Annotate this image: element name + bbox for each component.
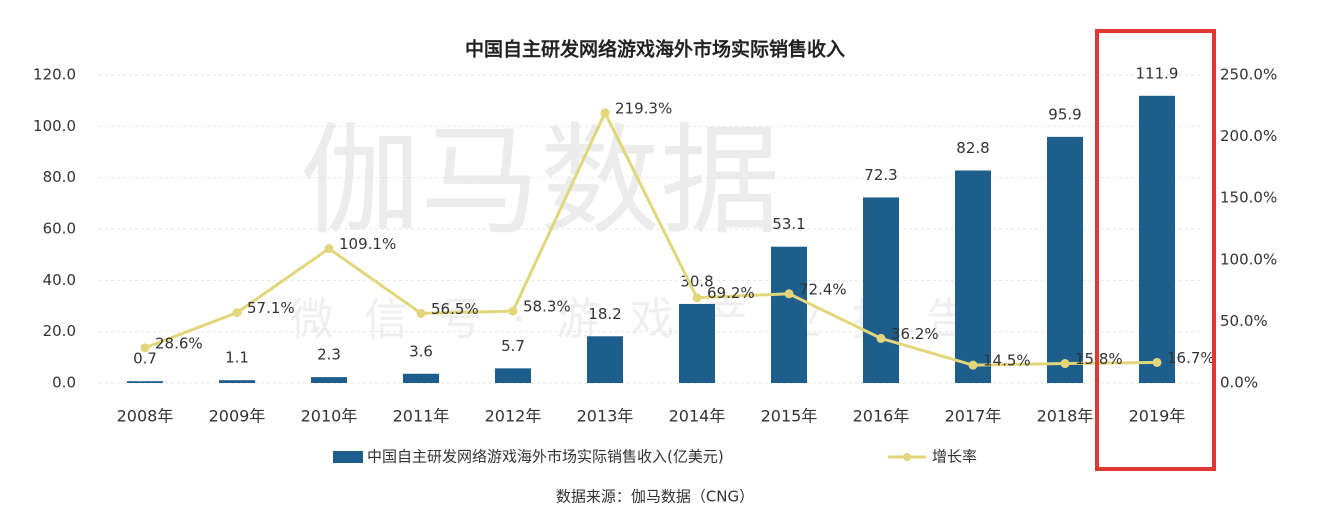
bar-value-label: 95.9: [1048, 105, 1081, 123]
x-tick-label: 2018年: [1037, 407, 1094, 426]
x-tick-label: 2008年: [117, 407, 174, 426]
y2-tick-label: 200.0%: [1220, 127, 1277, 145]
x-tick-label: 2017年: [945, 407, 1002, 426]
line: [144, 109, 1158, 367]
bar: [863, 197, 899, 383]
y-tick-label: 40.0: [43, 271, 76, 289]
legend-label: 中国自主研发网络游戏海外市场实际销售收入(亿美元): [367, 448, 724, 466]
y2-tick-label: 250.0%: [1220, 66, 1277, 84]
bar: [403, 373, 439, 383]
y2-tick-label: 50.0%: [1220, 312, 1268, 330]
line-point: [600, 108, 610, 118]
line-value-label: 56.5%: [431, 300, 479, 318]
watermark: 伽马数据: [300, 113, 780, 252]
x-tick-label: 2009年: [209, 407, 266, 426]
line-point: [1152, 357, 1162, 367]
line-value-label: 109.1%: [339, 235, 396, 253]
line-point: [784, 289, 794, 299]
bar: [679, 303, 715, 383]
chart-title: 中国自主研发网络游戏海外市场实际销售收入: [465, 38, 845, 61]
line-value-label: 28.6%: [155, 334, 203, 352]
x-tick-label: 2010年: [301, 407, 358, 426]
x-tick-label: 2016年: [853, 407, 910, 426]
bar: [1139, 95, 1175, 383]
line-value-label: 72.4%: [799, 280, 847, 298]
bar-value-label: 53.1: [772, 215, 805, 233]
bar-value-label: 2.3: [317, 346, 341, 364]
bar-value-label: 72.3: [864, 166, 897, 184]
legend-label: 增长率: [932, 448, 977, 466]
y2-tick-label: 0.0%: [1220, 374, 1258, 392]
line-value-label: 58.3%: [523, 298, 571, 316]
line-point: [1060, 359, 1070, 369]
legend-swatch: [333, 451, 363, 463]
line-point: [140, 343, 150, 353]
bar: [1047, 136, 1083, 383]
legend-swatch: [903, 453, 911, 461]
line-point: [232, 308, 242, 318]
x-tick-label: 2014年: [669, 407, 726, 426]
line-point: [416, 308, 426, 318]
bar: [127, 381, 163, 383]
line-point: [508, 306, 518, 316]
plot: 0.0 20.0 40.0 60.0 80.0 100.0 120.0 0.0% 50.0% 10…: [33, 64, 1277, 465]
line-point: [968, 360, 978, 370]
y-tick-label: 0.0: [52, 374, 76, 392]
x-tick-label: 2013年: [577, 407, 634, 426]
line-value-label: 36.2%: [891, 325, 939, 343]
x-tick-label: 2019年: [1129, 407, 1186, 426]
bar-value-label: 30.8: [680, 272, 713, 290]
x-tick-label: 2015年: [761, 407, 818, 426]
y2-tick-label: 100.0%: [1220, 250, 1277, 268]
bar-value-label: 3.6: [409, 342, 433, 360]
y-tick-label: 120.0: [33, 66, 76, 84]
x-tick-label: 2012年: [485, 407, 542, 426]
bar: [311, 377, 347, 383]
bar-value-label: 111.9: [1136, 64, 1179, 82]
y2-tick-label: 150.0%: [1220, 189, 1277, 207]
bar-value-label: 18.2: [588, 305, 621, 323]
line-value-label: 219.3%: [615, 99, 672, 117]
line-point: [692, 293, 702, 303]
line-point: [324, 244, 334, 254]
source: 数据来源：伽马数据（CNG）: [556, 488, 754, 506]
y-tick-label: 100.0: [33, 117, 76, 135]
bar-value-label: 1.1: [225, 349, 249, 367]
y-tick-label: 60.0: [43, 220, 76, 238]
bar: [955, 170, 991, 383]
line-value-label: 57.1%: [247, 299, 295, 317]
line-point: [876, 333, 886, 343]
x-tick-label: 2011年: [393, 407, 450, 426]
line-value-label: 14.5%: [983, 352, 1031, 370]
bar-value-label: 82.8: [956, 139, 989, 157]
y-tick-label: 80.0: [43, 168, 76, 186]
bar-value-label: 5.7: [501, 337, 525, 355]
bar: [587, 336, 623, 383]
line-value-label: 69.2%: [707, 284, 755, 302]
line-value-label: 16.7%: [1167, 349, 1215, 367]
highlight-box: [1095, 29, 1216, 471]
bar: [495, 368, 531, 383]
bar-value-label: 0.7: [133, 350, 157, 368]
y-tick-label: 20.0: [43, 322, 76, 340]
bar: [219, 380, 255, 383]
bar: [771, 246, 807, 383]
